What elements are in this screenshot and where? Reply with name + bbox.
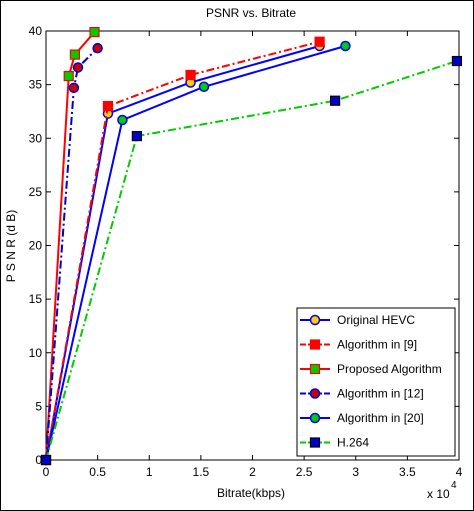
y-tick-label: 40 <box>29 24 43 38</box>
x-tick-label: 3.5 <box>399 465 416 479</box>
legend-item: Original HEVC <box>300 313 415 327</box>
series-point <box>309 388 321 399</box>
x-axis-multiplier-exponent: 4 <box>451 480 457 491</box>
series-point <box>131 131 142 142</box>
y-tick-label: 35 <box>29 78 43 92</box>
series-line <box>45 31 96 461</box>
series-point <box>72 62 84 73</box>
series-group <box>40 55 463 466</box>
series-line <box>45 40 320 461</box>
y-tick-label: 20 <box>29 239 43 253</box>
legend-item: Algorithm in [9] <box>300 338 417 352</box>
series-point <box>451 55 463 67</box>
series-point <box>198 81 210 93</box>
series-layer <box>40 26 463 466</box>
legend-item: Algorithm in [12] <box>300 387 424 401</box>
chart-title: PSNR vs. Bitrate <box>206 6 296 20</box>
y-tick-label: 15 <box>29 292 43 306</box>
legend-item: Algorithm in [20] <box>300 411 424 425</box>
series-point <box>340 40 351 52</box>
x-tick-label: 3 <box>352 465 359 479</box>
series-line <box>45 47 99 461</box>
series-point <box>40 454 52 466</box>
series-point <box>330 95 341 106</box>
legend-label: Original HEVC <box>337 313 415 327</box>
series-point <box>309 339 321 350</box>
series-point <box>309 437 321 448</box>
y-axis-label: P S N R (d B) <box>4 210 18 282</box>
series-point <box>92 42 103 54</box>
x-axis-multiplier-base: x 10 <box>427 487 450 501</box>
y-tick-label: 25 <box>29 185 43 199</box>
x-tick-label: 1.5 <box>193 465 210 479</box>
legend-box <box>296 307 456 457</box>
series-point <box>117 114 128 126</box>
series-line <box>45 60 458 461</box>
legend-label: Proposed Algorithm <box>337 362 442 376</box>
x-tick-label: 4 <box>456 465 463 479</box>
series-point <box>69 49 81 60</box>
x-tick-label: 2.5 <box>296 465 313 479</box>
y-tick-label: 0 <box>35 453 42 467</box>
x-tick-label: 2 <box>249 465 256 479</box>
series-point <box>185 69 196 81</box>
legend-label: Algorithm in [20] <box>337 411 424 425</box>
y-tick-label: 10 <box>29 346 43 360</box>
x-axis-label: Bitrate(kbps) <box>217 486 285 500</box>
x-tick-label: 1 <box>146 465 153 479</box>
legend-item: H.264 <box>300 436 369 450</box>
series-point <box>68 82 80 94</box>
x-tick-label: 0 <box>43 465 50 479</box>
series-point <box>309 363 321 375</box>
series-point <box>63 70 74 82</box>
series-point <box>309 412 321 424</box>
series-point <box>314 36 325 47</box>
legend-label: Algorithm in [9] <box>337 338 417 352</box>
legend: Original HEVC Algorithm in [9] Proposed Al… <box>296 307 456 457</box>
series-point <box>309 314 321 326</box>
x-tick-label: 0.5 <box>89 465 106 479</box>
x-axis-multiplier: x 10 <box>427 487 450 501</box>
series-point <box>102 100 114 112</box>
series-line <box>45 45 320 461</box>
legend-label: Algorithm in [12] <box>337 387 424 401</box>
legend-label: H.264 <box>337 436 369 450</box>
legend-item: Proposed Algorithm <box>300 362 442 376</box>
series-line <box>45 45 346 461</box>
series-point <box>89 26 100 38</box>
y-tick-label: 30 <box>29 131 43 145</box>
y-tick-label: 5 <box>35 399 42 413</box>
